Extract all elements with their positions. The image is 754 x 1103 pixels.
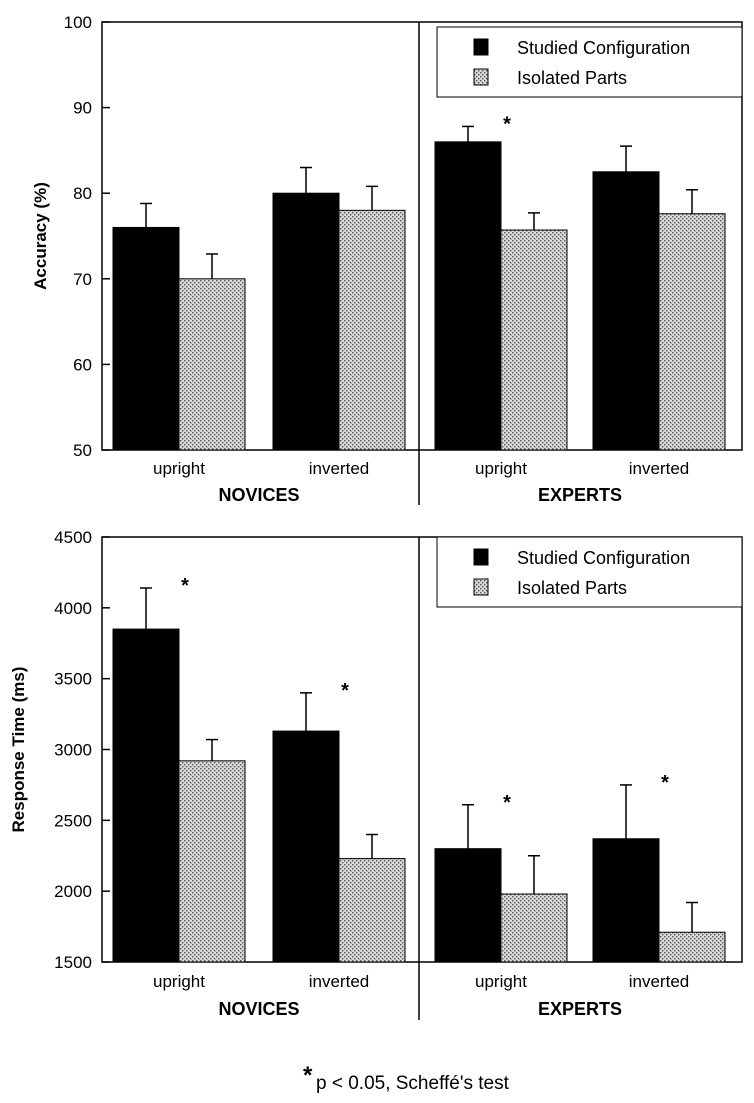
plot-frame [101, 21, 743, 451]
bar-isolated-parts [500, 893, 568, 963]
y-tick-label: 3500 [54, 670, 92, 689]
y-tick-label: 100 [64, 13, 92, 32]
bar-studied-configuration [434, 848, 502, 963]
bar-isolated-parts [178, 760, 246, 963]
y-tick-label: 2500 [54, 811, 92, 830]
footnote-text: p < 0.05, Scheffé's test [316, 1073, 510, 1094]
y-axis-label: Accuracy (%) [31, 182, 50, 290]
bar-studied-configuration [592, 838, 660, 963]
bar-isolated-parts [658, 931, 726, 963]
y-tick-label: 3000 [54, 741, 92, 760]
category-label: inverted [629, 972, 689, 991]
bar-isolated-parts [658, 213, 726, 451]
legend: Studied Configuration Isolated Parts [436, 26, 743, 98]
legend-label: Studied Configuration [517, 38, 690, 58]
category-label: upright [475, 459, 527, 478]
legend-swatch-isolated [473, 68, 489, 86]
chart-panel-2: 1500 2000 2500 3000 3500 4000 4500 Response Tim… [9, 528, 743, 1020]
bar-isolated-parts [500, 229, 568, 451]
significance-star: * [341, 680, 349, 702]
y-tick-label: 70 [73, 270, 92, 289]
category-label: inverted [309, 459, 369, 478]
legend-swatch-studied [473, 38, 489, 56]
category-label: upright [153, 972, 205, 991]
bar-studied-configuration [272, 730, 340, 963]
significance-star: * [661, 772, 669, 794]
category-label: inverted [309, 972, 369, 991]
y-tick-label: 4000 [54, 599, 92, 618]
bar-studied-configuration [112, 628, 180, 963]
bar-isolated-parts [338, 858, 406, 963]
group-label: NOVICES [218, 999, 299, 1019]
significance-star: * [503, 792, 511, 814]
bar-isolated-parts [338, 209, 406, 451]
legend-label: Studied Configuration [517, 548, 690, 568]
significance-star: * [181, 575, 189, 597]
y-tick-label: 90 [73, 99, 92, 118]
y-tick-label: 1500 [54, 953, 92, 972]
bar-studied-configuration [112, 226, 180, 451]
chart-panel-1: 50 60 70 80 90 100 Accuracy (%) upright inverted… [31, 13, 743, 505]
legend-label: Isolated Parts [517, 68, 627, 88]
legend-swatch-studied [473, 548, 489, 566]
group-label: EXPERTS [538, 999, 622, 1019]
group-label: NOVICES [218, 485, 299, 505]
footnote: * p < 0.05, Scheffé's test [303, 1062, 510, 1094]
y-axis-label: Response Time (ms) [9, 667, 28, 833]
bar-isolated-parts [178, 278, 246, 451]
legend-swatch-isolated [473, 578, 489, 596]
category-label: upright [153, 459, 205, 478]
bar-studied-configuration [434, 141, 502, 451]
legend-label: Isolated Parts [517, 578, 627, 598]
y-tick-label: 2000 [54, 882, 92, 901]
y-tick-label: 80 [73, 184, 92, 203]
bar-studied-configuration [592, 171, 660, 451]
bar-studied-configuration [272, 192, 340, 451]
y-tick-label: 60 [73, 355, 92, 374]
footnote-star: * [303, 1062, 313, 1089]
legend: Studied Configuration Isolated Parts [436, 536, 743, 608]
y-tick-label: 4500 [54, 528, 92, 547]
group-label: EXPERTS [538, 485, 622, 505]
category-label: upright [475, 972, 527, 991]
significance-star: * [503, 113, 511, 135]
category-label: inverted [629, 459, 689, 478]
y-tick-label: 50 [73, 441, 92, 460]
